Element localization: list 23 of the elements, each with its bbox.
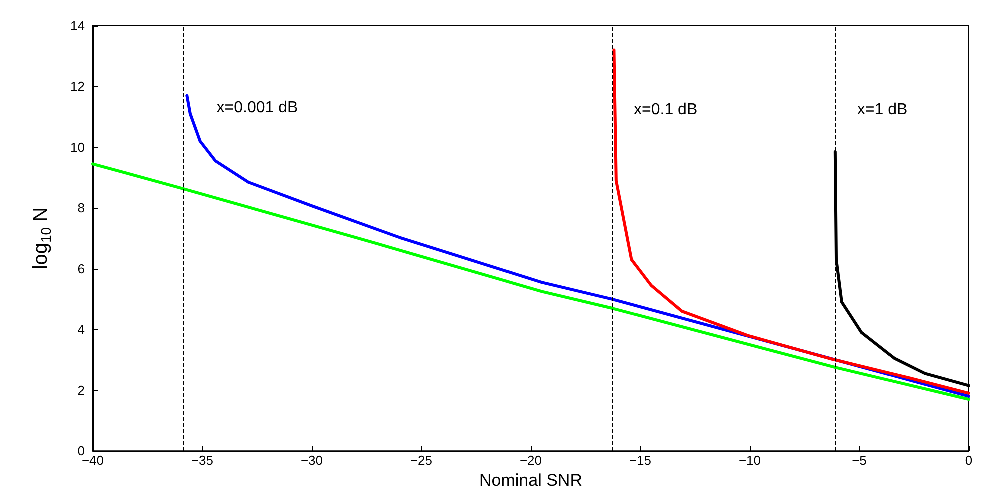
x-tick-label: −5 bbox=[852, 453, 867, 468]
line-series bbox=[612, 48, 970, 395]
x-tick-label: −35 bbox=[191, 453, 214, 468]
x-tick-label: −10 bbox=[738, 453, 762, 468]
x-axis-title: Nominal SNR bbox=[480, 471, 582, 490]
x-tick-label: −25 bbox=[410, 453, 433, 468]
y-tick-label: 2 bbox=[78, 382, 85, 398]
x-tick-label: 0 bbox=[965, 453, 973, 468]
annotation: x=1 dB bbox=[857, 102, 908, 118]
line-series bbox=[92, 162, 970, 401]
y-tick-label: 0 bbox=[78, 444, 85, 459]
annotation: x=0.1 dB bbox=[634, 102, 698, 118]
x-tick-label: −30 bbox=[300, 453, 324, 468]
y-tick-label: 4 bbox=[78, 322, 85, 338]
y-tick-label: 6 bbox=[78, 261, 85, 276]
y-axis-title: log10 N bbox=[30, 207, 54, 270]
y-tick-label: 14 bbox=[70, 18, 85, 34]
y-tick-label: 12 bbox=[70, 79, 85, 94]
y-tick-label: 8 bbox=[78, 200, 85, 216]
annotation: x=0.001 dB bbox=[216, 100, 298, 116]
x-tick-label: −15 bbox=[629, 453, 652, 468]
x-tick-label: −20 bbox=[520, 453, 542, 468]
y-tick-label: 10 bbox=[70, 140, 85, 155]
